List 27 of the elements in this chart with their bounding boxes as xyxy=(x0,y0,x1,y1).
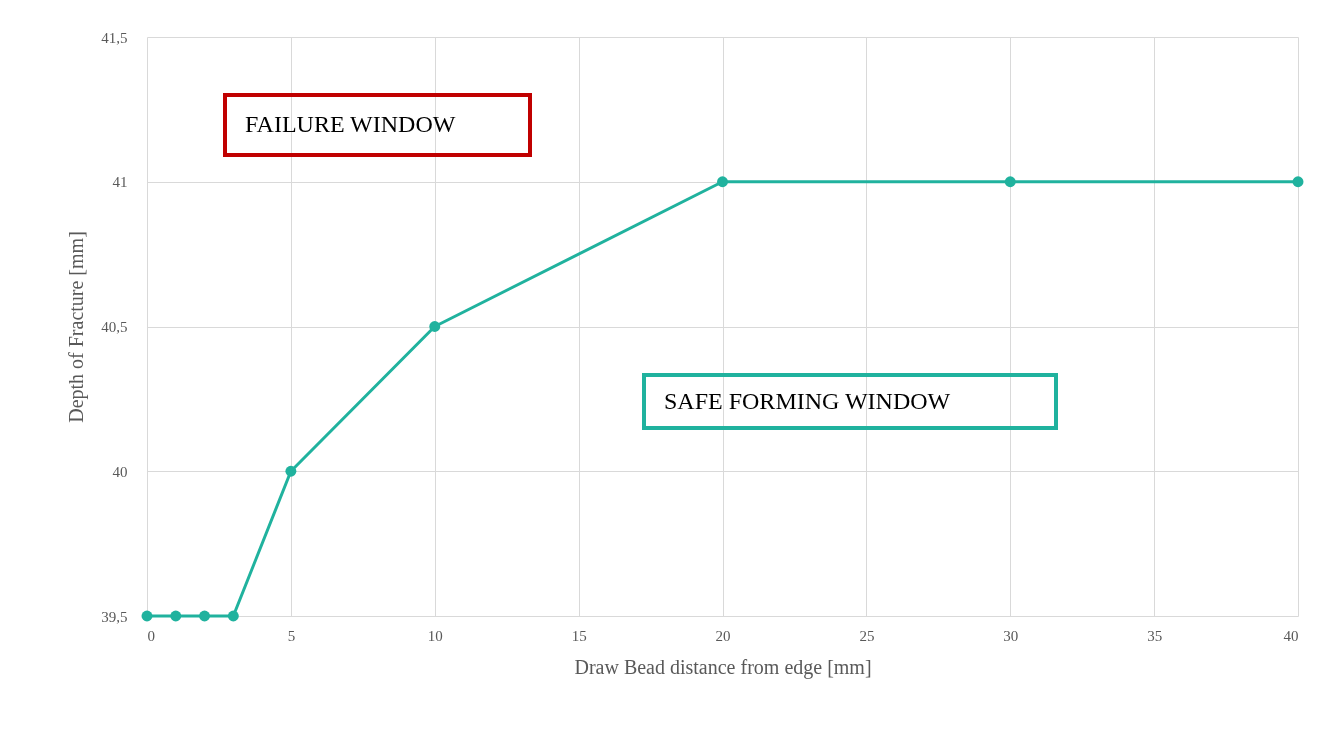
x-axis-title: Draw Bead distance from edge [mm] xyxy=(574,655,872,679)
x-tick-label: 40 xyxy=(1283,627,1299,644)
x-tick-label: 10 xyxy=(427,627,443,644)
point xyxy=(227,610,239,622)
y-axis-title: Depth of Fracture [mm] xyxy=(65,231,89,423)
point xyxy=(1004,176,1016,188)
x-tick-label: 15 xyxy=(571,627,587,644)
point xyxy=(717,176,728,188)
y-tick-label: 39,5 xyxy=(101,608,128,625)
y-tick-label: 40,5 xyxy=(101,319,128,335)
y-tick-label: 40 xyxy=(112,463,128,480)
point xyxy=(429,321,441,332)
x-tick-label: 25 xyxy=(859,627,875,644)
x-tick-label: 0 xyxy=(147,627,155,644)
y-tick-label: 41 xyxy=(112,174,128,191)
x-tick-label: 5 xyxy=(287,627,296,644)
y-tick-label: 41,5 xyxy=(101,29,128,46)
point xyxy=(141,610,153,622)
annotation: SAFE FORMING WINDOW xyxy=(664,387,951,414)
point xyxy=(170,610,182,622)
annotation: FAILURE WINDOW xyxy=(245,111,456,137)
x-tick-label: 20 xyxy=(715,627,731,644)
x-tick-label: 35 xyxy=(1147,627,1163,644)
point xyxy=(1292,176,1304,188)
point xyxy=(285,465,297,477)
x-tick-label: 30 xyxy=(1003,627,1019,644)
point xyxy=(199,610,211,622)
